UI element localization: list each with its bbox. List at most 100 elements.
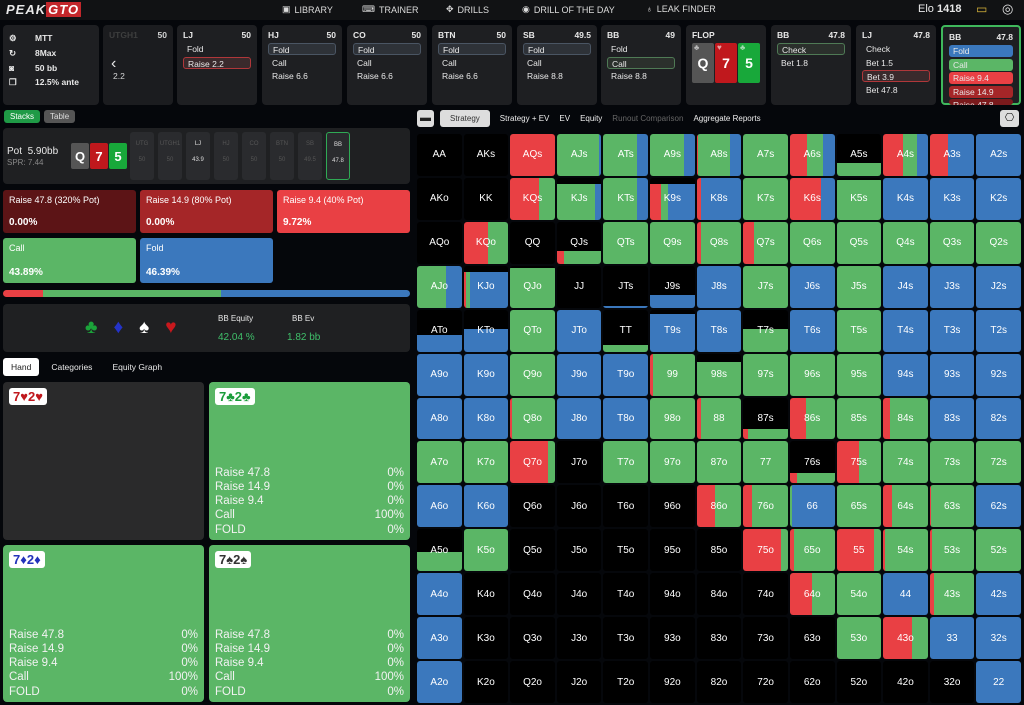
hand-cell-52o[interactable]: 52o xyxy=(836,661,882,703)
seat-utgh1[interactable]: UTGH1 50 xyxy=(158,132,182,180)
hand-cell-A3s[interactable]: A3s xyxy=(929,134,975,176)
hand-cell-J7s[interactable]: J7s xyxy=(743,265,788,308)
action-card-lj[interactable]: LJ 50 Fold Raise 2.2 xyxy=(177,25,257,105)
strategy-fold-box[interactable]: Fold 46.39% xyxy=(140,238,273,283)
hand-cell-T8o[interactable]: T8o xyxy=(603,397,649,440)
action-card-bb[interactable]: BB 47.8 Fold Call Raise 9.4 Raise 14.9 Raise 4… xyxy=(941,25,1021,105)
club-suit-icon[interactable]: ♣ xyxy=(85,317,98,338)
hand-cell-Q4s[interactable]: Q4s xyxy=(883,221,928,264)
hand-cell-96o[interactable]: 96o xyxy=(650,485,695,528)
action-option[interactable] xyxy=(109,57,167,69)
hand-cell-97s[interactable]: 97s xyxy=(743,353,788,396)
table-tab[interactable]: Table xyxy=(44,110,76,123)
tab-aggregate-reports[interactable]: Aggregate Reports xyxy=(693,114,761,123)
hand-cell-QJs[interactable]: QJs xyxy=(556,221,602,264)
action-option[interactable]: Raise 8.8 xyxy=(527,71,563,81)
action-option[interactable]: Raise 6.6 xyxy=(357,71,393,81)
hand-cell-T3o[interactable]: T3o xyxy=(603,617,649,660)
hand-cell-K2s[interactable]: K2s xyxy=(976,177,1021,220)
hand-cell-Q2o[interactable]: Q2o xyxy=(510,661,555,703)
hand-cell-K2o[interactable]: K2o xyxy=(463,661,509,703)
hand-cell-J6o[interactable]: J6o xyxy=(556,485,602,528)
hand-cell-AQo[interactable]: AQo xyxy=(417,221,462,264)
action-option[interactable]: Bet 1.5 xyxy=(866,57,893,68)
hand-cell-Q5s[interactable]: Q5s xyxy=(836,221,882,264)
hand-cell-54o[interactable]: 54o xyxy=(836,573,882,616)
hand-cell-Q7o[interactable]: Q7o xyxy=(510,441,555,484)
hand-cell-KQs[interactable]: KQs xyxy=(510,177,555,220)
hand-cell-A4o[interactable]: A4o xyxy=(417,573,462,616)
hand-cell-T9o[interactable]: T9o xyxy=(603,353,649,396)
action-option[interactable]: Call xyxy=(607,56,675,69)
hand-cell-QTo[interactable]: QTo xyxy=(510,309,555,352)
hand-combo-card[interactable]: 7♦2♦ Raise 47.8 0% Raise 14.9 0% Raise 9.4 0% C… xyxy=(3,545,204,702)
hand-cell-95o[interactable]: 95o xyxy=(650,529,695,572)
hand-cell-Q6s[interactable]: Q6s xyxy=(789,221,835,264)
hand-cell-A9s[interactable]: A9s xyxy=(650,134,695,176)
hand-cell-A7o[interactable]: A7o xyxy=(417,441,462,484)
hand-cell-87o[interactable]: 87o xyxy=(696,441,742,484)
hand-cell-AJs[interactable]: AJs xyxy=(556,134,602,176)
hand-cell-KQo[interactable]: KQo xyxy=(463,221,509,264)
hand-cell-T9s[interactable]: T9s xyxy=(650,309,695,352)
hand-cell-K8o[interactable]: K8o xyxy=(463,397,509,440)
hand-cell-85o[interactable]: 85o xyxy=(696,529,742,572)
hand-cell-AKo[interactable]: AKo xyxy=(417,177,462,220)
hand-cell-66[interactable]: 66 xyxy=(789,485,835,528)
logo[interactable]: PEAK GTO xyxy=(6,2,82,17)
hand-cell-96s[interactable]: 96s xyxy=(789,353,835,396)
seat-sb[interactable]: SB 49.5 xyxy=(298,132,322,180)
hand-cell-A9o[interactable]: A9o xyxy=(417,353,462,396)
hand-cell-Q2s[interactable]: Q2s xyxy=(976,221,1021,264)
hand-cell-A2s[interactable]: A2s xyxy=(976,134,1021,176)
hand-cell-K4s[interactable]: K4s xyxy=(883,177,928,220)
hand-cell-87s[interactable]: 87s xyxy=(743,397,788,440)
tab-runout-comparison[interactable]: Runout Comparison xyxy=(612,114,684,123)
seat-btn[interactable]: BTN 50 xyxy=(270,132,294,180)
hand-cell-K9s[interactable]: K9s xyxy=(650,177,695,220)
hand-cell-76s[interactable]: 76s xyxy=(789,441,835,484)
hand-cell-93s[interactable]: 93s xyxy=(929,353,975,396)
action-option[interactable]: Call xyxy=(442,57,457,68)
hand-cell-KTs[interactable]: KTs xyxy=(603,177,649,220)
hand-cell-K8s[interactable]: K8s xyxy=(696,177,742,220)
hand-cell-Q8o[interactable]: Q8o xyxy=(510,397,555,440)
action-option[interactable]: 2.2 xyxy=(113,71,125,81)
hand-cell-JTo[interactable]: JTo xyxy=(556,309,602,352)
hand-cell-J2s[interactable]: J2s xyxy=(976,265,1021,308)
action-option[interactable]: Call xyxy=(527,57,542,68)
hand-cell-43o[interactable]: 43o xyxy=(883,617,928,660)
action-option[interactable]: Raise 2.2 xyxy=(183,56,251,69)
hand-combo-card[interactable]: 7♠2♠ Raise 47.8 0% Raise 14.9 0% Raise 9.4 0% C… xyxy=(209,545,410,702)
hand-cell-74s[interactable]: 74s xyxy=(883,441,928,484)
hand-cell-64o[interactable]: 64o xyxy=(789,573,835,616)
action-option[interactable]: Raise 9.4 xyxy=(949,72,1013,84)
hand-cell-KJs[interactable]: KJs xyxy=(556,177,602,220)
action-option[interactable]: Call xyxy=(357,57,372,68)
hand-cell-Q6o[interactable]: Q6o xyxy=(510,485,555,528)
action-option[interactable]: Fold xyxy=(523,43,591,55)
hand-cell-K3o[interactable]: K3o xyxy=(463,617,509,660)
action-option[interactable]: Fold xyxy=(611,44,628,54)
hand-cell-63s[interactable]: 63s xyxy=(929,485,975,528)
hand-cell-Q3s[interactable]: Q3s xyxy=(929,221,975,264)
hand-cell-52s[interactable]: 52s xyxy=(976,529,1021,572)
hand-cell-95s[interactable]: 95s xyxy=(836,353,882,396)
nav-drill-of-the-day[interactable]: ◉ DRILL OF THE DAY xyxy=(522,4,615,15)
hand-cell-A5s[interactable]: A5s xyxy=(836,134,882,176)
hand-cell-94o[interactable]: 94o xyxy=(650,573,695,616)
hand-cell-KJo[interactable]: KJo xyxy=(463,265,509,308)
hand-cell-84s[interactable]: 84s xyxy=(883,397,928,440)
hand-cell-ATo[interactable]: ATo xyxy=(417,309,462,352)
seat-lj[interactable]: LJ 43.9 xyxy=(186,132,210,180)
hand-cell-72s[interactable]: 72s xyxy=(976,441,1021,484)
action-option[interactable]: Fold xyxy=(268,43,336,55)
tab-strategy-ev[interactable]: Strategy + EV xyxy=(499,114,550,123)
hand-cell-76o[interactable]: 76o xyxy=(743,485,788,528)
hand-cell-Q4o[interactable]: Q4o xyxy=(510,573,555,616)
hand-cell-T4s[interactable]: T4s xyxy=(883,309,928,352)
action-option[interactable]: Fold xyxy=(187,44,204,54)
hand-cell-86s[interactable]: 86s xyxy=(789,397,835,440)
hand-cell-Q7s[interactable]: Q7s xyxy=(743,221,788,264)
action-option[interactable]: Bet 47.8 xyxy=(866,84,898,95)
